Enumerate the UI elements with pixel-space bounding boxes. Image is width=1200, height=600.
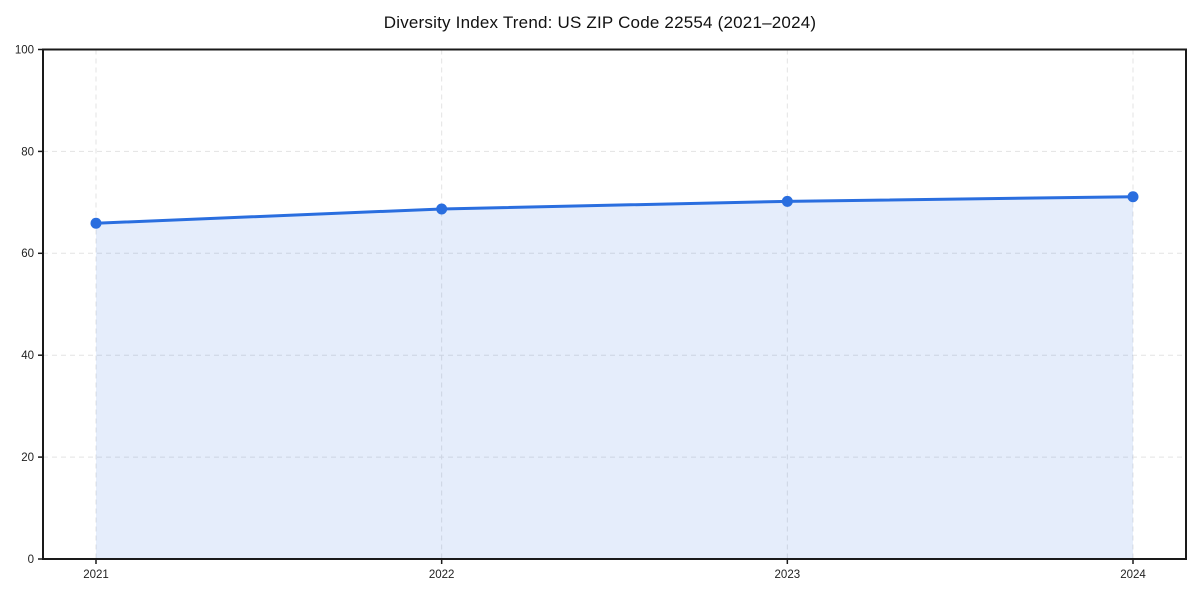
- y-tick-label: 0: [28, 554, 34, 566]
- data-point-2021: [90, 217, 102, 229]
- x-tick-label: 2022: [429, 569, 455, 581]
- y-tick-label: 60: [21, 248, 34, 260]
- y-tick-label: 40: [21, 350, 34, 362]
- y-tick-label: 80: [21, 146, 34, 158]
- chart-title: Diversity Index Trend: US ZIP Code 22554…: [383, 13, 817, 32]
- plot-border: [42, 48, 1187, 560]
- data-point-2024: [1127, 191, 1139, 203]
- y-tick-label: 20: [21, 452, 34, 464]
- area-fill: [96, 196, 1133, 560]
- data-point-2022: [436, 203, 448, 215]
- y-tick-label: 100: [15, 44, 34, 56]
- x-tick-label: 2024: [1120, 569, 1146, 581]
- data-point-2023: [781, 195, 793, 207]
- trend-line: [94, 195, 1135, 225]
- x-tick-label: 2021: [83, 569, 109, 581]
- x-tick-label: 2023: [775, 569, 801, 581]
